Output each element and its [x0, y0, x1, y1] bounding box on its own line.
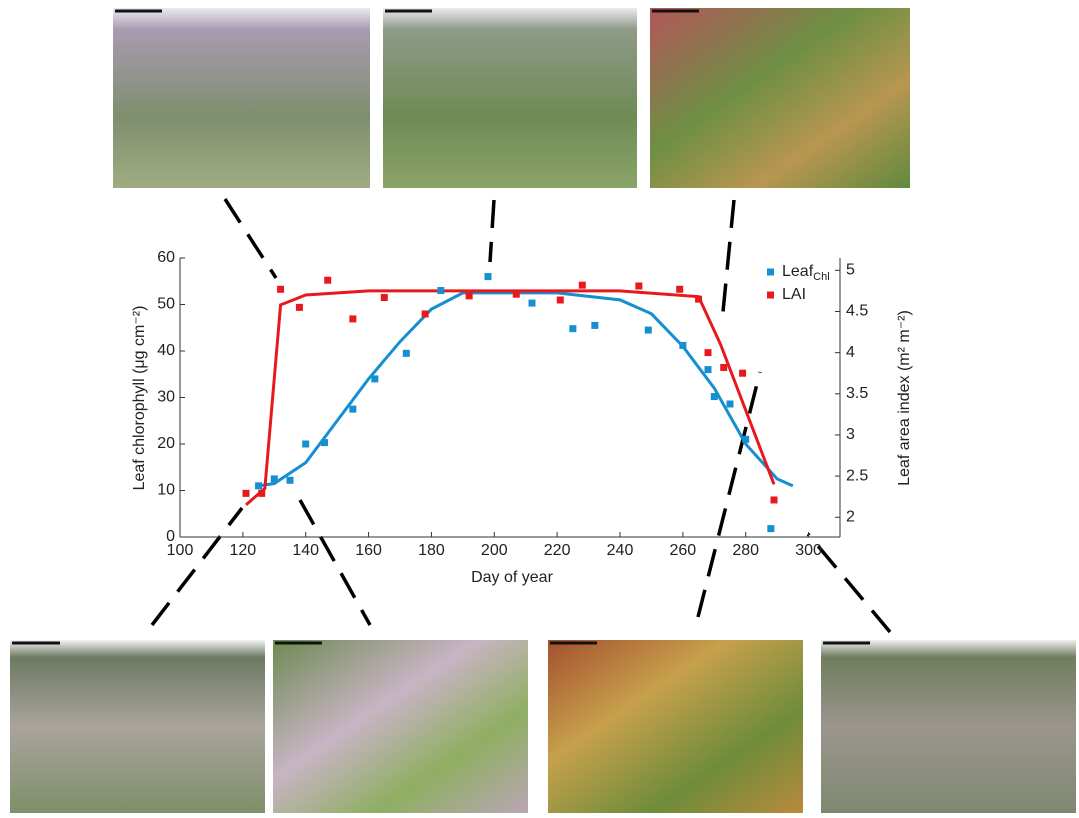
point: [255, 482, 262, 489]
y2-tick-label: 3: [846, 426, 855, 443]
x-tick-label: 240: [607, 542, 634, 559]
point: [676, 286, 683, 293]
x-tick-label: 160: [355, 542, 382, 559]
photo: [821, 640, 1076, 813]
point: [739, 370, 746, 377]
y2-axis-label: Leaf area index (m² m⁻²): [896, 310, 913, 486]
y2-tick-label: 4.5: [846, 303, 868, 320]
point: [485, 273, 492, 280]
photo: [650, 8, 910, 188]
point: [258, 490, 265, 497]
y-tick-label: 30: [157, 389, 175, 406]
point: [302, 441, 309, 448]
x-tick-label: 200: [481, 542, 508, 559]
point: [569, 325, 576, 332]
x-tick-label: 280: [732, 542, 759, 559]
y-tick-label: 20: [157, 435, 175, 452]
photo: [113, 8, 370, 188]
point: [277, 286, 284, 293]
x-tick-label: 260: [670, 542, 697, 559]
point: [296, 304, 303, 311]
point: [705, 366, 712, 373]
y2-tick-label: 3.5: [846, 385, 868, 402]
point: [381, 294, 388, 301]
point: [557, 296, 564, 303]
y2-tick-label: 2.5: [846, 467, 868, 484]
point: [767, 525, 774, 532]
point: [695, 296, 702, 303]
x-tick-label: 300: [795, 542, 822, 559]
figure: Day of year Leaf chlorophyll (μg cm⁻²) L…: [0, 0, 1079, 813]
y2-tick-label: 2: [846, 508, 855, 525]
point: [711, 393, 718, 400]
legend-name: LAI: [782, 286, 806, 303]
y-axis-label: Leaf chlorophyll (μg cm⁻²): [131, 306, 148, 491]
point: [771, 496, 778, 503]
point: [742, 436, 749, 443]
point: [720, 364, 727, 371]
point: [349, 315, 356, 322]
x-tick-label: 220: [544, 542, 571, 559]
legend-name-sub: Chl: [813, 271, 830, 283]
point: [645, 327, 652, 334]
point: [579, 282, 586, 289]
legend-swatch: [767, 292, 774, 299]
photo: [383, 8, 637, 188]
fit-line: [259, 293, 793, 486]
point: [422, 310, 429, 317]
y-tick-label: 10: [157, 482, 175, 499]
y-tick-label: 50: [157, 296, 175, 313]
photos: [10, 8, 1076, 813]
point: [437, 287, 444, 294]
point: [321, 439, 328, 446]
point: [705, 349, 712, 356]
legend-label: LAI: [782, 286, 806, 303]
point: [679, 342, 686, 349]
y-tick-label: 60: [157, 249, 175, 266]
x-tick-label: 140: [292, 542, 319, 559]
y-tick-label: 40: [157, 342, 175, 359]
fit-line: [246, 291, 774, 505]
x-tick-label: 180: [418, 542, 445, 559]
point: [287, 477, 294, 484]
point: [324, 277, 331, 284]
photo: [10, 640, 265, 813]
point: [635, 282, 642, 289]
point: [349, 406, 356, 413]
photo: [273, 640, 528, 813]
point: [529, 300, 536, 307]
connectors: [152, 199, 890, 632]
x-tick-label: 120: [230, 542, 257, 559]
point: [371, 375, 378, 382]
point: [466, 292, 473, 299]
y2-tick-label: 4: [846, 344, 855, 361]
point: [727, 401, 734, 408]
point: [591, 322, 598, 329]
y-tick-label: 0: [166, 528, 175, 545]
x-axis-label: Day of year: [471, 569, 553, 586]
y2-tick-label: 5: [846, 262, 855, 279]
legend-label: LeafChl: [782, 263, 830, 283]
photo: [548, 640, 803, 813]
legend-name: Leaf: [782, 263, 814, 280]
point: [403, 350, 410, 357]
point: [513, 291, 520, 298]
point: [271, 475, 278, 482]
point: [243, 490, 250, 497]
legend-swatch: [767, 269, 774, 276]
